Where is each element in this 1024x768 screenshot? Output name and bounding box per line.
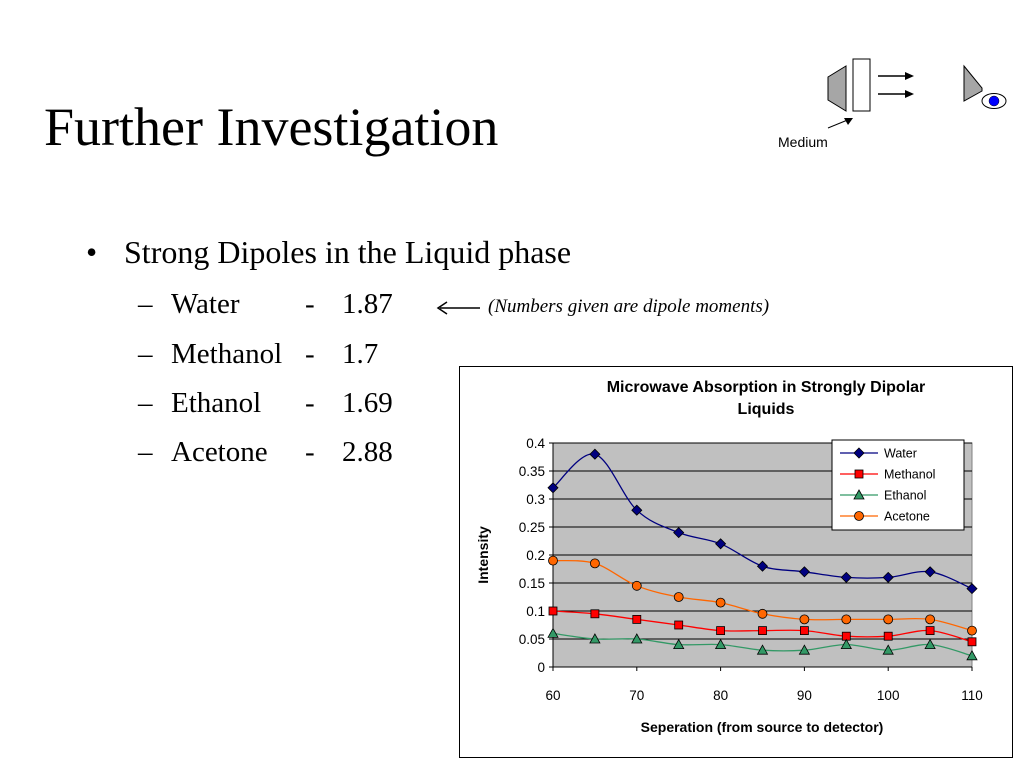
legend-label-methanol: Methanol	[884, 468, 935, 482]
point-water	[673, 527, 685, 539]
point-acetone	[799, 614, 810, 625]
y-tick-label: 0.35	[519, 464, 545, 479]
item-name: Ethanol	[171, 387, 262, 419]
point-methanol	[632, 614, 642, 624]
x-tick-label: 100	[877, 688, 900, 703]
point-water	[924, 566, 936, 578]
point-methanol	[716, 626, 726, 636]
legend-label-acetone: Acetone	[884, 510, 930, 524]
setup-diagram	[827, 58, 1007, 129]
legend-label-ethanol: Ethanol	[884, 489, 926, 503]
item-name: Methanol	[171, 338, 283, 370]
point-acetone	[589, 558, 600, 569]
point-water	[715, 538, 727, 550]
point-acetone	[715, 597, 726, 608]
x-tick-label: 60	[545, 688, 560, 703]
point-acetone	[548, 555, 558, 566]
y-axis-label: Intensity	[475, 526, 491, 584]
point-ethanol	[589, 633, 601, 644]
point-ethanol	[714, 638, 727, 650]
point-water	[756, 560, 769, 572]
point-methanol	[548, 606, 558, 616]
point-methanol	[590, 609, 600, 619]
point-water	[882, 571, 894, 583]
item-name: Acetone	[171, 436, 268, 468]
bullet-dot: •	[86, 234, 98, 270]
list-item-methanol: – Methanol -1.7	[138, 338, 379, 370]
point-methanol	[967, 637, 977, 647]
point-acetone	[925, 614, 936, 625]
point-ethanol	[924, 638, 936, 650]
y-tick-label: 0.15	[519, 576, 545, 591]
point-ethanol	[631, 633, 643, 644]
medium-label: Medium	[778, 134, 828, 150]
point-acetone	[841, 614, 852, 625]
y-tick-label: 0.3	[526, 492, 545, 507]
point-water	[840, 571, 852, 583]
point-acetone	[757, 608, 768, 619]
y-tick-label: 0	[537, 660, 545, 675]
x-tick-label: 70	[629, 688, 644, 703]
x-tick-label: 90	[797, 688, 812, 703]
item-name: Water	[171, 288, 240, 320]
point-water	[547, 482, 559, 494]
chart-title-line-2: Liquids	[738, 401, 795, 418]
point-ethanol	[882, 644, 894, 655]
point-ethanol	[673, 638, 685, 650]
main-bullet: • Strong Dipoles in the Liquid phase	[86, 236, 571, 268]
y-tick-label: 0.05	[519, 632, 545, 647]
main-bullet-text: Strong Dipoles in the Liquid phase	[124, 234, 572, 270]
y-tick-label: 0.4	[526, 436, 545, 451]
eye-icon	[981, 93, 1007, 109]
list-item-acetone: – Acetone -2.88	[138, 436, 393, 468]
point-acetone	[967, 625, 977, 636]
item-value: 1.69	[342, 387, 393, 419]
point-methanol	[925, 626, 935, 636]
point-methanol	[799, 626, 809, 636]
legend-box	[831, 439, 965, 531]
item-value: 2.88	[342, 436, 393, 468]
source-horn-icon	[827, 65, 847, 112]
point-acetone	[883, 614, 894, 625]
list-item-water: – Water -1.87	[138, 288, 393, 320]
x-tick-label: 110	[961, 688, 983, 703]
point-water	[966, 583, 978, 595]
chart-frame: Microwave Absorption in Strongly Dipolar…	[459, 366, 1013, 758]
point-ethanol	[840, 638, 852, 650]
point-ethanol	[798, 644, 811, 655]
point-ethanol	[547, 627, 559, 638]
medium-slab-icon	[852, 58, 871, 112]
point-methanol	[883, 631, 893, 641]
detector-horn-icon	[963, 64, 983, 102]
absorption-chart: Microwave Absorption in Strongly Dipolar…	[475, 379, 983, 735]
left-arrow-icon	[436, 301, 480, 315]
y-tick-label: 0.1	[526, 604, 545, 619]
y-tick-label: 0.25	[519, 520, 545, 535]
point-acetone	[631, 580, 642, 591]
chart-title-line-1: Microwave Absorption in Strongly Dipolar	[607, 379, 926, 396]
item-value: 1.7	[342, 338, 379, 370]
list-item-ethanol: – Ethanol -1.69	[138, 387, 393, 419]
legend-marker-methanol	[854, 469, 864, 479]
point-water	[631, 504, 643, 516]
point-methanol	[758, 626, 767, 636]
legend-marker-acetone	[854, 511, 864, 521]
point-ethanol	[966, 649, 978, 661]
point-ethanol	[756, 644, 769, 655]
item-value: 1.87	[342, 288, 393, 320]
slide-title: Further Investigation	[44, 97, 499, 157]
x-axis-label: Seperation (from source to detector)	[641, 719, 884, 735]
point-water	[798, 566, 810, 578]
wave-arrows-icon	[878, 72, 914, 98]
legend-label-water: Water	[884, 447, 917, 461]
legend-marker-ethanol	[853, 489, 865, 500]
dipole-note: (Numbers given are dipole moments)	[488, 296, 770, 317]
legend-marker-water	[853, 447, 865, 459]
point-methanol	[674, 620, 684, 630]
chart-legend: Water Methanol Ethanol Acetone	[831, 439, 965, 531]
point-water	[589, 448, 601, 460]
point-acetone	[673, 592, 684, 602]
y-tick-label: 0.2	[526, 548, 545, 563]
x-tick-label: 80	[713, 688, 728, 703]
